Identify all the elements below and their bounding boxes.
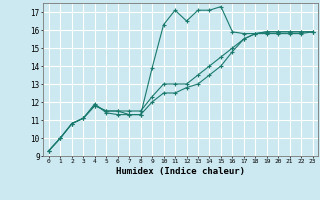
- X-axis label: Humidex (Indice chaleur): Humidex (Indice chaleur): [116, 167, 245, 176]
